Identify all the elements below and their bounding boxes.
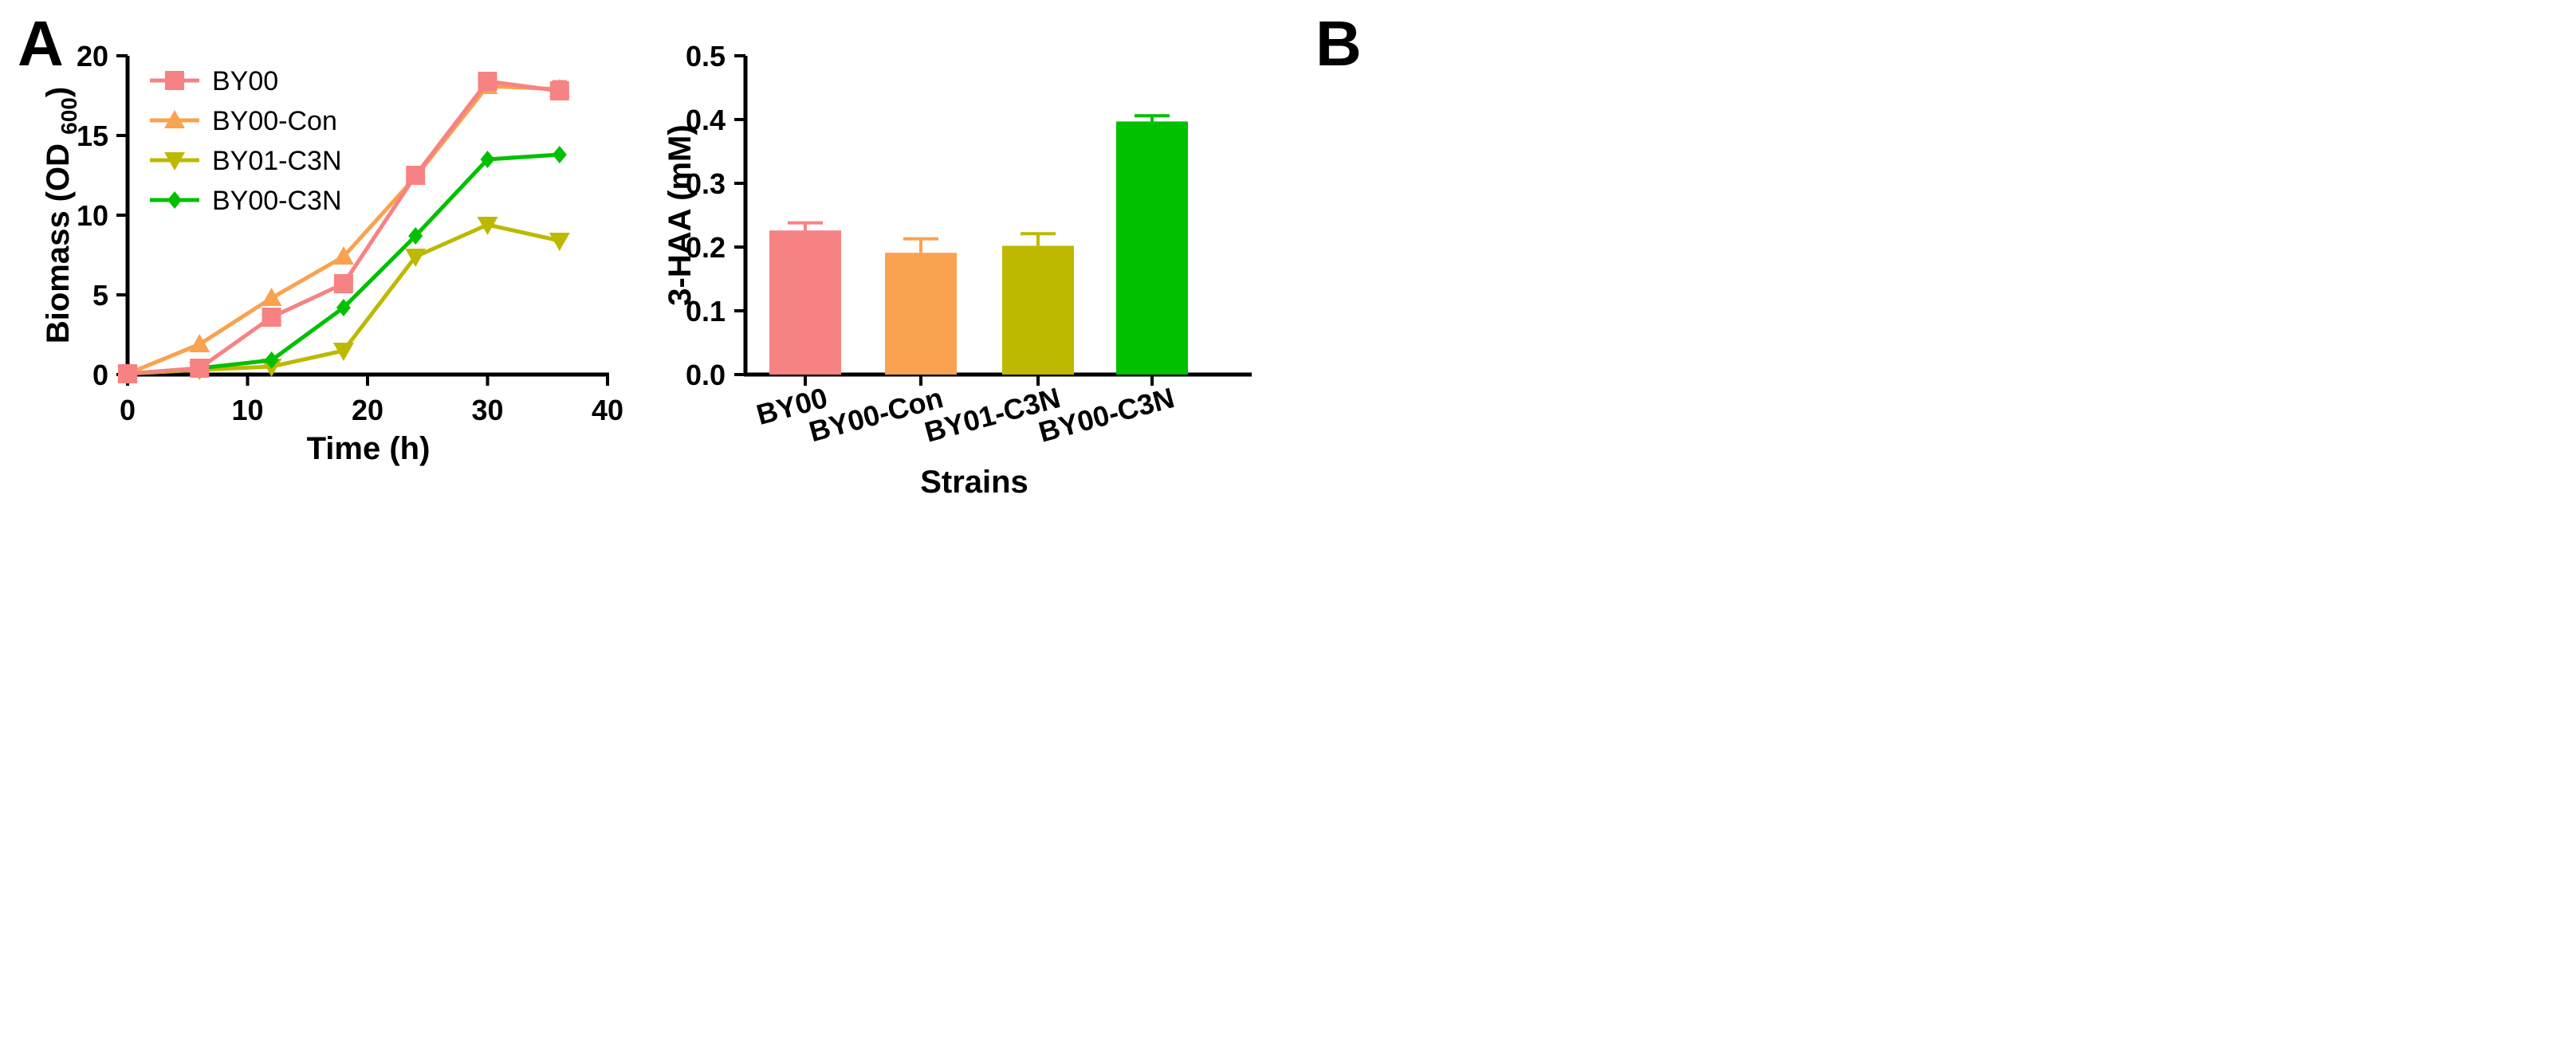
data-point-by00	[262, 308, 281, 327]
panel-a-x-tick-label: 0	[120, 394, 136, 426]
legend-item-by01-c3n: BY01-C3N	[150, 146, 342, 176]
panel-a-y-tick-label: 5	[92, 279, 108, 312]
panel-b-y-axis-label: 3-HAA (mM)	[663, 124, 698, 305]
panel-a-x-axis-label: Time (h)	[307, 431, 431, 466]
panel-a-y-axis-label-subscript: 600	[57, 97, 81, 135]
data-point-by01-c3n	[405, 249, 427, 267]
bar-by00	[769, 230, 841, 375]
data-point-by00-con	[332, 246, 354, 265]
bar-by00-con	[885, 253, 957, 375]
data-point-by00	[406, 166, 426, 185]
panel-a-y-ticks: 0 5 10 15 20	[77, 40, 128, 391]
panel-b-y-tick-label: 0.5	[686, 40, 726, 73]
data-point-by00-c3n	[408, 227, 423, 245]
panel-b-bar-chart: B 0.0 0.1 0.2 0.3 0.4 0.5 BY00BY00-ConBY01-C3…	[663, 8, 1362, 500]
legend-marker-by00-con	[164, 110, 185, 128]
panel-a-y-axis-label: Biomass (OD 600)	[41, 87, 81, 343]
panel-a-x-tick-label: 20	[352, 394, 383, 426]
data-point-by01-c3n	[477, 217, 498, 235]
panel-a-y-tick-label: 20	[77, 40, 108, 73]
legend-label-by00: BY00	[212, 66, 278, 96]
legend-marker-by00-c3n	[167, 191, 182, 209]
data-point-by00	[333, 274, 353, 293]
bar-group-by00	[769, 221, 841, 375]
panel-a-line-chart: A 0 5 10 15 20 0 10 20 30 40 Time (h) Biomass (O…	[18, 8, 623, 466]
panel-a-x-ticks: 0 10 20 30 40	[120, 375, 623, 426]
panel-a-y-tick-label: 15	[77, 120, 108, 152]
panel-b-x-tick-label: BY00-Con	[805, 381, 946, 448]
data-point-by00-c3n	[264, 351, 279, 369]
legend-item-by00-con: BY00-Con	[150, 106, 337, 136]
panel-a-y-tick-label: 0	[92, 359, 108, 391]
panel-a-x-tick-label: 30	[471, 394, 503, 426]
series-by00	[118, 72, 569, 383]
panel-b-y-tick-label: 0.0	[686, 359, 726, 391]
data-point-by00	[478, 72, 498, 91]
panel-b-y-ticks: 0.0 0.1 0.2 0.3 0.4 0.5	[686, 40, 745, 391]
legend-marker-by01-c3n	[164, 152, 185, 171]
panel-a-y-tick-label: 10	[77, 199, 108, 232]
data-point-by00	[190, 359, 210, 378]
legend-label-by00-con: BY00-Con	[212, 106, 337, 136]
panel-b-y-tick-label: 0.1	[686, 295, 726, 328]
panel-a-legend: BY00 BY00-Con BY01-C3N BY00-C3N	[150, 66, 342, 216]
data-point-by01-c3n	[549, 233, 570, 251]
data-point-by00-con	[261, 288, 282, 306]
legend-item-by00-c3n: BY00-C3N	[150, 186, 342, 216]
legend-label-by00-c3n: BY00-C3N	[212, 186, 342, 216]
bar-group-by01-c3n	[1002, 232, 1074, 375]
bar-group-by00-con	[885, 237, 957, 375]
data-point-by00-c3n	[480, 151, 495, 168]
data-point-by00-c3n	[336, 299, 351, 316]
legend-marker-by00	[165, 71, 184, 90]
series-line-by00-con	[127, 84, 560, 376]
bar-by00-c3n	[1116, 121, 1188, 375]
panel-a-x-tick-label: 10	[231, 394, 263, 426]
bar-group-by00-c3n	[1116, 114, 1188, 375]
legend-label-by01-c3n: BY01-C3N	[212, 146, 342, 176]
panel-a-letter: A	[18, 8, 64, 79]
panel-a-series-group	[117, 72, 570, 384]
panel-b-y-tick-label: 0.2	[686, 231, 726, 264]
panel-b-y-tick-label: 0.4	[686, 104, 726, 136]
data-point-by01-c3n	[332, 343, 354, 361]
panel-b-x-axis-label: Strains	[920, 465, 1028, 500]
data-point-by00-con	[189, 334, 210, 352]
panel-b-y-tick-label: 0.3	[686, 167, 726, 200]
panel-b-letter: B	[1316, 8, 1362, 79]
legend-item-by00: BY00	[150, 66, 278, 96]
panel-a-y-axis-label-close: )	[41, 87, 76, 97]
data-point-by00	[549, 81, 569, 100]
data-point-by00-c3n	[552, 146, 567, 163]
bar-by01-c3n	[1002, 245, 1074, 375]
panel-b-bars	[769, 114, 1188, 375]
panel-a-x-tick-label: 40	[592, 394, 623, 426]
data-point-by00	[118, 364, 137, 383]
